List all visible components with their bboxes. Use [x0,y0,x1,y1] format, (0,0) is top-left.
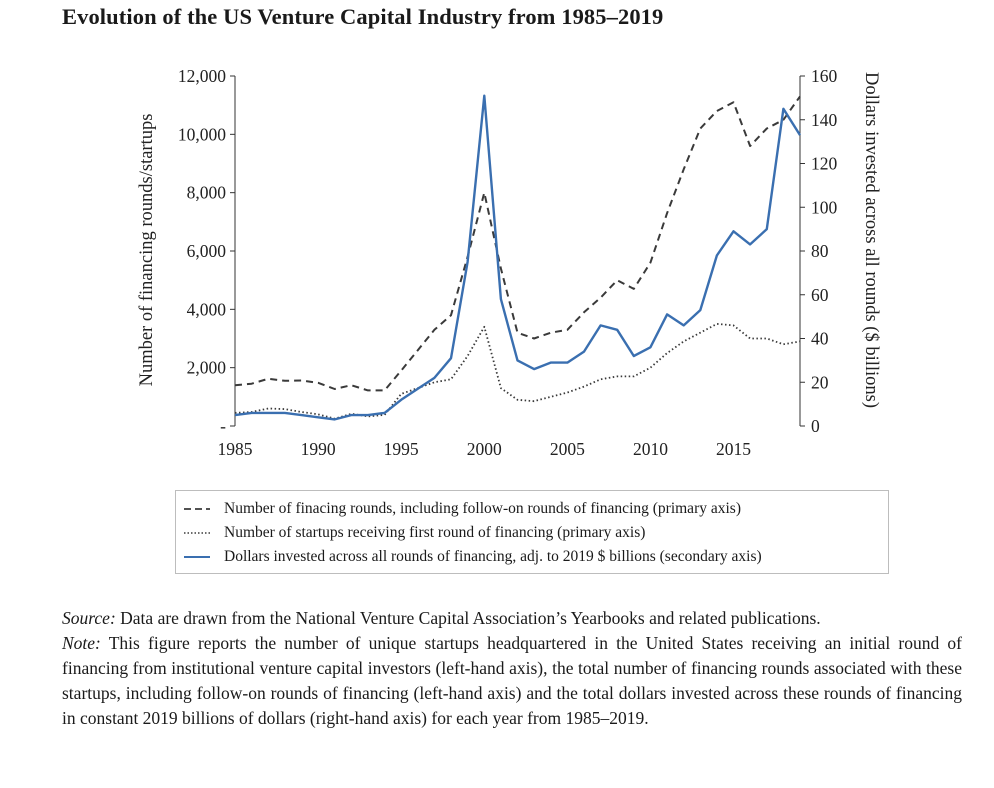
series-line-0 [234,95,801,392]
note-text: This figure reports the number of unique… [62,633,962,728]
y-tick-label-secondary: 20 [811,372,829,392]
y-tick-label-primary: 8,000 [187,183,227,203]
x-tick-label: 2010 [633,439,668,459]
y-tick-label-secondary: 80 [811,241,829,261]
series-line-1 [234,322,801,420]
y-tick-label-secondary: 100 [811,197,838,217]
x-tick-label: 1995 [384,439,419,459]
legend-label-rounds: Number of finacing rounds, including fol… [224,500,741,517]
y-tick-label-secondary: 0 [811,416,820,436]
chart-legend: Number of finacing rounds, including fol… [175,490,889,574]
legend-swatch-solid [184,556,210,558]
figure-notes: Source: Data are drawn from the National… [62,606,962,731]
y-tick-label-primary: 12,000 [178,66,226,86]
legend-item-startups: Number of startups receiving first round… [184,521,888,545]
y-tick-label-secondary: 140 [811,110,838,130]
x-tick-label: 2000 [467,439,502,459]
y-tick-label-secondary: 60 [811,285,829,305]
source-note: Source: Data are drawn from the National… [62,606,962,631]
series-line-2 [234,94,802,421]
legend-swatch-dashed [184,508,210,510]
y-tick-label-primary: 4,000 [187,299,227,319]
x-tick-label: 2005 [550,439,585,459]
source-label: Source: [62,608,116,628]
y-tick-label-secondary: 160 [811,66,838,86]
y-tick-label-primary: 6,000 [187,241,227,261]
y-tick-label-primary: 10,000 [178,124,226,144]
x-tick-label: 1990 [301,439,336,459]
line-chart: - 2,000 4,000 6,000 8,000 10,000 12,000 0 20 40 60… [137,66,881,459]
y-tick-label-secondary: 40 [811,329,829,349]
figure-title: Evolution of the US Venture Capital Indu… [62,4,664,29]
chart-series [234,94,802,421]
legend-label-startups: Number of startups receiving first round… [224,524,646,541]
y-tick-label-primary: - [220,416,226,436]
figure-note: Note: This figure reports the number of … [62,631,962,731]
legend-swatch-dotted [184,532,210,534]
y-tick-label-secondary: 120 [811,154,838,174]
legend-item-dollars: Dollars invested across all rounds of fi… [184,545,888,569]
chart-axes: - 2,000 4,000 6,000 8,000 10,000 12,000 0 20 40 60… [178,66,838,459]
legend-item-rounds: Number of finacing rounds, including fol… [184,497,888,521]
x-tick-label: 1985 [218,439,253,459]
legend-label-dollars: Dollars invested across all rounds of fi… [224,548,762,565]
y-axis-label-secondary: Dollars invested across all rounds ($ bi… [861,72,881,408]
note-label: Note: [62,633,101,653]
y-axis-label-primary: Number of financing rounds/startups [137,114,157,387]
source-text: Data are drawn from the National Venture… [115,608,821,628]
y-tick-label-primary: 2,000 [187,358,227,378]
x-tick-label: 2015 [716,439,751,459]
